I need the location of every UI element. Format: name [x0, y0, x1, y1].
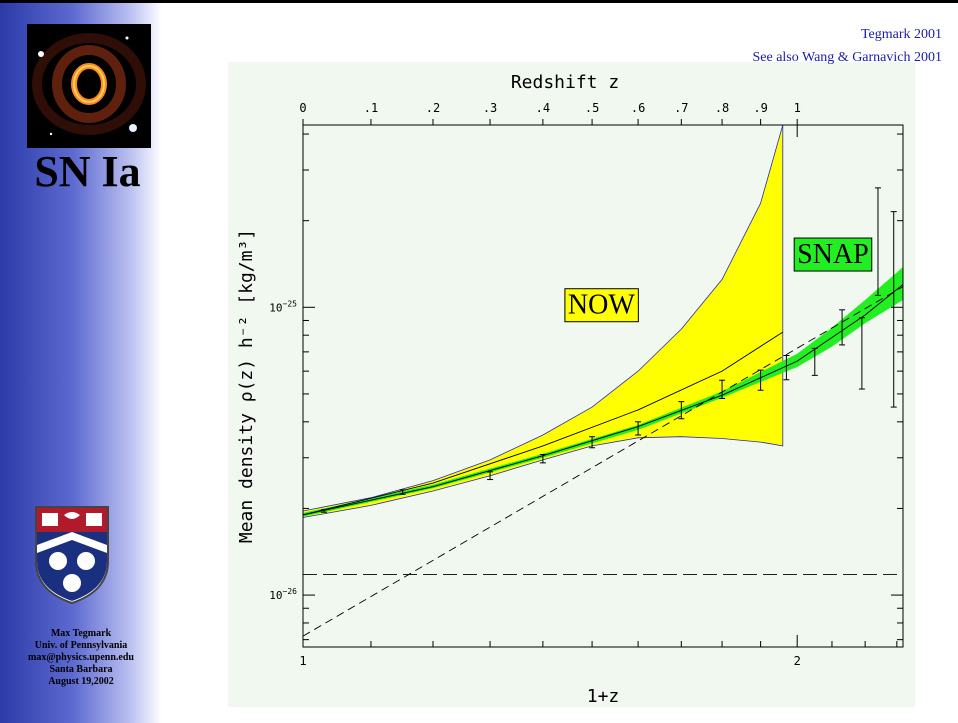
top-border-line [0, 0, 958, 3]
supernova-image [27, 24, 151, 148]
annotation-label: NOW [568, 290, 635, 321]
y-tick-label: 10−26 [269, 587, 297, 602]
credit-email: max@physics.upenn.edu [27, 652, 134, 663]
errorbar-layer [321, 187, 897, 513]
plot-frame [302, 124, 904, 648]
line-layer [303, 284, 903, 637]
top-tick-label: .5 [585, 101, 599, 115]
top-tick-label: .6 [631, 101, 645, 115]
axis-layer: 1 2 0 .1 .2 .3 .4 .5 .6 .7 .8 .9 1 10−26 10−25 [269, 101, 903, 668]
credit-location: Santa Barbara [49, 664, 113, 675]
citation-primary: Tegmark 2001 [860, 27, 942, 42]
top-tick-label: .3 [483, 101, 497, 115]
x-tick-label: 2 [794, 654, 801, 668]
errorbar-point-3 [487, 471, 494, 481]
top-tick-label: 1 [794, 101, 801, 115]
errorbar-point-10 [783, 354, 790, 381]
y-tick-label: 10−25 [269, 299, 297, 314]
y-axis-label: Mean density ρ(z) h⁻² [kg/m³] [236, 229, 257, 543]
errorbar-point-2 [399, 489, 406, 495]
top-tick-label: .2 [426, 101, 440, 115]
x-tick-label: 1 [299, 654, 306, 668]
errorbar-point-7 [678, 401, 685, 420]
x-axis-label: 1+z [587, 686, 620, 707]
annotation-now: NOW [564, 288, 639, 323]
credit-date: August 19,2002 [48, 676, 114, 687]
errorbar-point-14 [874, 187, 881, 296]
annotation-label: SNAP [797, 239, 869, 270]
errorbar-point-5 [589, 436, 596, 449]
errorbar-point-4 [539, 453, 546, 464]
errorbar-point-12 [839, 309, 846, 346]
top-tick-label: .1 [364, 101, 378, 115]
errorbar-point-11 [811, 347, 818, 376]
model-line-3 [303, 286, 903, 637]
top-tick-label: .4 [536, 101, 550, 115]
errorbar-point-15 [890, 211, 897, 408]
chart-background [228, 62, 915, 707]
errorbar-point-13 [858, 317, 865, 390]
top-tick-label: 0 [299, 101, 306, 115]
credit-affiliation: Univ. of Pennsylvania [34, 640, 128, 651]
errorbar-point-8 [719, 379, 726, 400]
model-line-1 [303, 331, 784, 516]
model-line-2 [303, 284, 903, 516]
author-credits: Max Tegmark Univ. of Pennsylvania max@ph… [0, 628, 162, 688]
penn-crest-logo [35, 506, 109, 605]
top-tick-label: .9 [753, 101, 767, 115]
sidebar-title: SN Ia [34, 147, 141, 196]
top-tick-label: .8 [715, 101, 729, 115]
band-layer [303, 125, 903, 518]
top-axis-label: Redshift z [511, 72, 619, 93]
errorbar-point-9 [757, 369, 764, 391]
citation-secondary: See also Wang & Garnavich 2001 [752, 50, 942, 65]
errorbar-point-6 [635, 421, 642, 436]
annotation-box [564, 288, 639, 323]
errorbar-point-1 [321, 509, 328, 513]
top-tick-label: .7 [674, 101, 688, 115]
credit-name: Max Tegmark [50, 628, 112, 639]
label-layer: 1+z Redshift z Mean density ρ(z) h⁻² [kg/m… [236, 72, 873, 707]
annotation-snap: SNAP [793, 237, 873, 272]
annotation-box [793, 237, 873, 272]
